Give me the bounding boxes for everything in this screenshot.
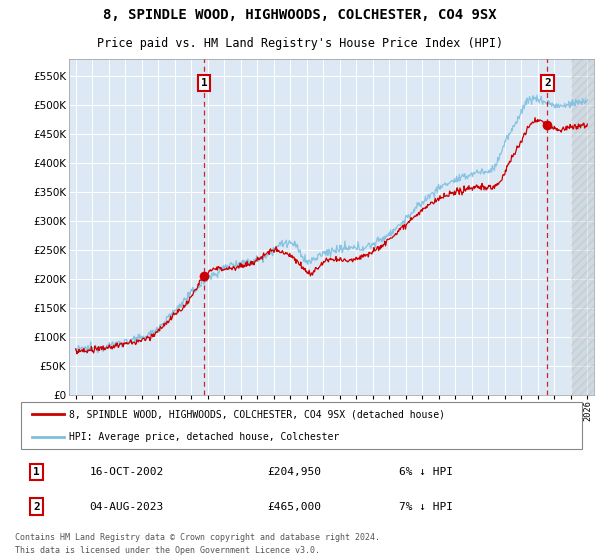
Text: 6% ↓ HPI: 6% ↓ HPI — [399, 466, 453, 477]
Text: 2: 2 — [34, 502, 40, 511]
Text: 8, SPINDLE WOOD, HIGHWOODS, COLCHESTER, CO4 9SX: 8, SPINDLE WOOD, HIGHWOODS, COLCHESTER, … — [103, 8, 497, 22]
Text: 2: 2 — [544, 78, 551, 88]
Text: 1: 1 — [34, 466, 40, 477]
Text: 7% ↓ HPI: 7% ↓ HPI — [399, 502, 453, 511]
Text: £465,000: £465,000 — [267, 502, 321, 511]
Text: Price paid vs. HM Land Registry's House Price Index (HPI): Price paid vs. HM Land Registry's House … — [97, 37, 503, 50]
Text: £204,950: £204,950 — [267, 466, 321, 477]
Bar — [571, 59, 598, 395]
Text: Contains HM Land Registry data © Crown copyright and database right 2024.
This d: Contains HM Land Registry data © Crown c… — [15, 533, 380, 555]
Text: HPI: Average price, detached house, Colchester: HPI: Average price, detached house, Colc… — [70, 432, 340, 442]
Text: 16-OCT-2002: 16-OCT-2002 — [89, 466, 164, 477]
Text: 04-AUG-2023: 04-AUG-2023 — [89, 502, 164, 511]
FancyBboxPatch shape — [21, 403, 582, 449]
Text: 8, SPINDLE WOOD, HIGHWOODS, COLCHESTER, CO4 9SX (detached house): 8, SPINDLE WOOD, HIGHWOODS, COLCHESTER, … — [70, 409, 445, 419]
Text: 1: 1 — [201, 78, 208, 88]
